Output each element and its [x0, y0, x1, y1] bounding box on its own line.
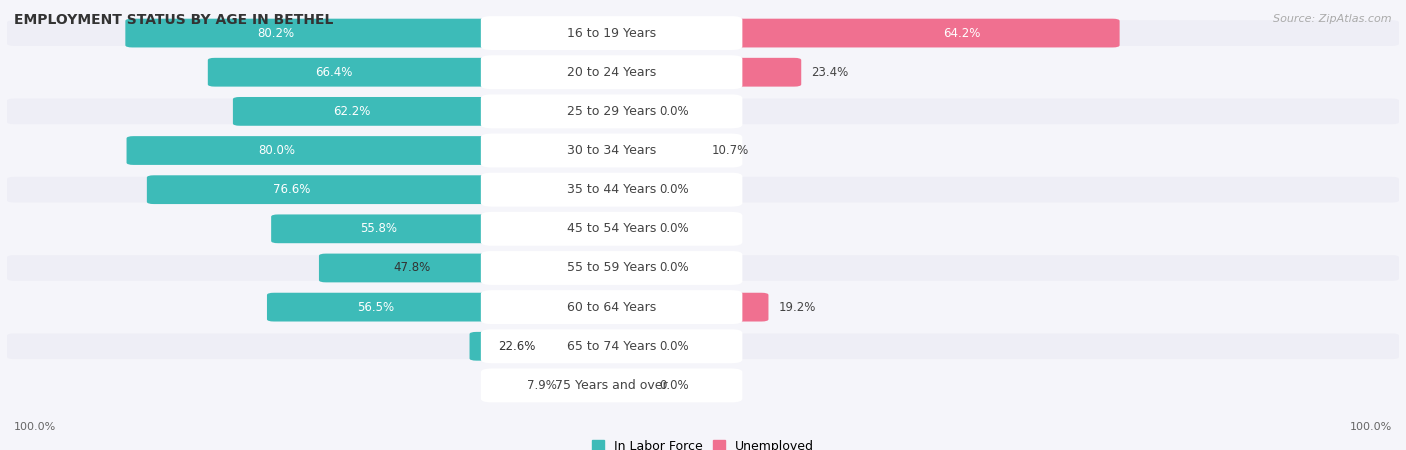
FancyBboxPatch shape [605, 97, 650, 126]
Text: 0.0%: 0.0% [659, 183, 689, 196]
FancyBboxPatch shape [481, 173, 742, 207]
FancyBboxPatch shape [271, 215, 619, 243]
FancyBboxPatch shape [605, 19, 1119, 47]
Text: 23.4%: 23.4% [811, 66, 848, 79]
FancyBboxPatch shape [7, 20, 1399, 46]
Text: 56.5%: 56.5% [357, 301, 394, 314]
FancyBboxPatch shape [127, 136, 619, 165]
FancyBboxPatch shape [470, 332, 619, 360]
FancyBboxPatch shape [605, 293, 769, 321]
Text: EMPLOYMENT STATUS BY AGE IN BETHEL: EMPLOYMENT STATUS BY AGE IN BETHEL [14, 14, 333, 27]
Text: 30 to 34 Years: 30 to 34 Years [567, 144, 657, 157]
FancyBboxPatch shape [267, 293, 619, 321]
FancyBboxPatch shape [7, 59, 1399, 85]
FancyBboxPatch shape [605, 215, 650, 243]
FancyBboxPatch shape [605, 371, 650, 400]
FancyBboxPatch shape [125, 19, 619, 47]
Text: 55 to 59 Years: 55 to 59 Years [567, 261, 657, 274]
FancyBboxPatch shape [7, 138, 1399, 163]
FancyBboxPatch shape [481, 94, 742, 128]
FancyBboxPatch shape [557, 371, 619, 400]
FancyBboxPatch shape [208, 58, 619, 86]
Text: 55.8%: 55.8% [360, 222, 396, 235]
FancyBboxPatch shape [481, 212, 742, 246]
Text: 25 to 29 Years: 25 to 29 Years [567, 105, 657, 118]
Text: 45 to 54 Years: 45 to 54 Years [567, 222, 657, 235]
FancyBboxPatch shape [605, 58, 801, 86]
Text: 20 to 24 Years: 20 to 24 Years [567, 66, 657, 79]
FancyBboxPatch shape [605, 176, 650, 204]
Text: 0.0%: 0.0% [659, 340, 689, 353]
Text: 7.9%: 7.9% [527, 379, 557, 392]
FancyBboxPatch shape [481, 290, 742, 324]
Text: 100.0%: 100.0% [14, 422, 56, 432]
FancyBboxPatch shape [605, 254, 650, 282]
Text: 75 Years and over: 75 Years and over [555, 379, 668, 392]
FancyBboxPatch shape [7, 333, 1399, 359]
Text: Source: ZipAtlas.com: Source: ZipAtlas.com [1274, 14, 1392, 23]
Text: 100.0%: 100.0% [1350, 422, 1392, 432]
FancyBboxPatch shape [7, 255, 1399, 281]
FancyBboxPatch shape [605, 332, 650, 360]
FancyBboxPatch shape [481, 134, 742, 167]
FancyBboxPatch shape [481, 369, 742, 402]
FancyBboxPatch shape [7, 216, 1399, 242]
FancyBboxPatch shape [146, 176, 619, 204]
Text: 80.0%: 80.0% [259, 144, 295, 157]
FancyBboxPatch shape [481, 55, 742, 89]
Text: 16 to 19 Years: 16 to 19 Years [567, 27, 657, 40]
FancyBboxPatch shape [481, 16, 742, 50]
Text: 0.0%: 0.0% [659, 105, 689, 118]
Text: 76.6%: 76.6% [273, 183, 309, 196]
Text: 62.2%: 62.2% [333, 105, 370, 118]
FancyBboxPatch shape [7, 373, 1399, 398]
FancyBboxPatch shape [605, 136, 702, 165]
Text: 19.2%: 19.2% [779, 301, 815, 314]
Text: 80.2%: 80.2% [257, 27, 295, 40]
Text: 10.7%: 10.7% [711, 144, 749, 157]
Legend: In Labor Force, Unemployed: In Labor Force, Unemployed [592, 440, 814, 450]
Text: 64.2%: 64.2% [943, 27, 981, 40]
Text: 0.0%: 0.0% [659, 222, 689, 235]
FancyBboxPatch shape [7, 99, 1399, 124]
FancyBboxPatch shape [233, 97, 619, 126]
FancyBboxPatch shape [319, 254, 619, 282]
Text: 0.0%: 0.0% [659, 379, 689, 392]
Text: 47.8%: 47.8% [394, 261, 430, 274]
Text: 66.4%: 66.4% [315, 66, 353, 79]
Text: 0.0%: 0.0% [659, 261, 689, 274]
FancyBboxPatch shape [481, 251, 742, 285]
FancyBboxPatch shape [7, 177, 1399, 202]
Text: 65 to 74 Years: 65 to 74 Years [567, 340, 657, 353]
FancyBboxPatch shape [481, 329, 742, 363]
Text: 60 to 64 Years: 60 to 64 Years [567, 301, 657, 314]
Text: 22.6%: 22.6% [498, 340, 536, 353]
Text: 35 to 44 Years: 35 to 44 Years [567, 183, 657, 196]
FancyBboxPatch shape [7, 294, 1399, 320]
